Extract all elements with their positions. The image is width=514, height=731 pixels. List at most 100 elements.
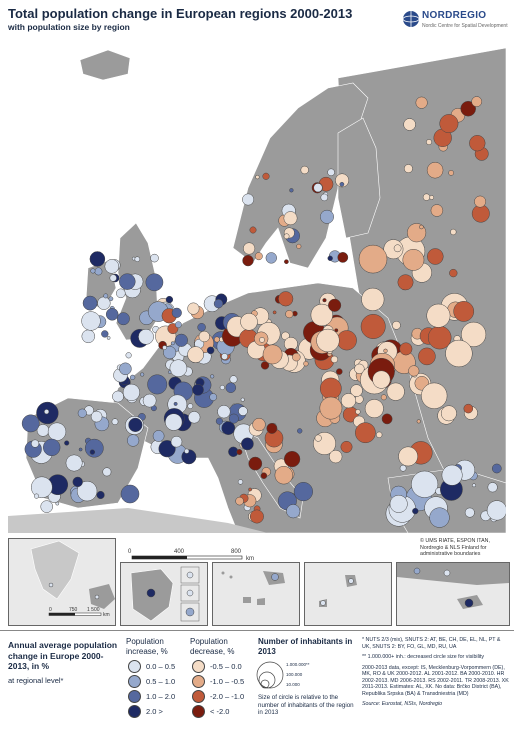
region-circle-355: [300, 165, 309, 175]
region-circle-168: [187, 346, 204, 363]
region-circle-365: [242, 254, 254, 267]
region-circle-243: [266, 422, 278, 434]
swatch-decrease-3: [192, 690, 205, 703]
legend-decrease-item-3: -2.0 – -1.0: [192, 690, 244, 703]
region-circle-131: [81, 311, 101, 331]
region-circle-297: [319, 377, 342, 400]
region-circle-81: [112, 390, 124, 403]
region-circle-101: [167, 370, 172, 374]
region-circle-69: [238, 406, 248, 416]
region-circle-385: [460, 100, 476, 117]
region-circle-364: [284, 259, 289, 265]
region-circle-377: [283, 211, 298, 226]
region-circle-418: [491, 463, 502, 474]
region-circle-114: [89, 251, 106, 267]
region-circle-399: [469, 135, 486, 152]
region-circle-347: [427, 248, 444, 265]
region-circle-328: [358, 244, 388, 274]
inset-azores-madeira: [304, 562, 392, 626]
region-circle-25: [31, 476, 53, 499]
region-circle-410: [487, 482, 498, 493]
page-title: Total population change in European regi…: [8, 6, 353, 21]
legend-decrease-item-4: < -2.0: [192, 705, 229, 718]
region-circle-201: [240, 313, 258, 331]
region-circle-112: [101, 330, 109, 338]
inset-scale-1500: 1 500: [87, 607, 100, 613]
region-circle-270: [314, 434, 322, 442]
region-circle-265: [330, 355, 339, 364]
region-circle-426: [464, 507, 475, 518]
region-circle-423: [472, 483, 476, 488]
swatch-increase-1: [128, 660, 141, 673]
region-circle-301: [354, 363, 365, 374]
region-circle-412: [412, 507, 419, 515]
legend-increase-item-2: 0.5 – 1.0: [128, 675, 175, 688]
region-circle-219: [262, 344, 283, 365]
region-circle-250: [249, 509, 264, 524]
region-circle-17: [47, 422, 67, 441]
credit-line-1: © UMS RIATE, ESPON ITAN,: [420, 538, 490, 544]
region-circle-165: [174, 333, 188, 347]
inset-canary-islands: [212, 562, 300, 626]
region-circle-342: [426, 303, 451, 328]
region-circle-296: [376, 431, 383, 438]
finland-landmass: [337, 117, 381, 239]
region-circle-252: [293, 482, 313, 502]
region-circle-292: [398, 446, 418, 467]
region-circle-121: [134, 256, 141, 262]
region-circle-393: [429, 195, 435, 200]
credit-line-2: Nordregio & NLS Finland for: [420, 544, 487, 551]
region-circle-93: [129, 374, 136, 381]
region-circle-309: [408, 365, 420, 377]
region-circle-421: [389, 494, 408, 513]
region-circle-278: [381, 413, 393, 425]
region-circle-353: [255, 174, 260, 180]
region-circle-376: [283, 233, 290, 240]
region-circle-366: [296, 243, 302, 249]
region-circle-231: [236, 449, 243, 455]
region-circle-341: [361, 287, 385, 311]
region-circle-242: [260, 472, 268, 479]
region-circle-282: [316, 328, 340, 353]
region-circle-136: [90, 268, 96, 274]
europe-map: [8, 38, 506, 533]
scale-label-400: 400: [174, 549, 185, 555]
region-circle-294: [355, 409, 361, 415]
region-circle-350: [397, 274, 414, 291]
region-circle-381: [243, 242, 256, 255]
region-circle-390: [439, 114, 459, 134]
region-circle-216: [259, 337, 265, 343]
region-circle-340: [360, 314, 386, 339]
region-circle-351: [399, 342, 413, 356]
legend-decrease-item-2: -1.0 – -0.5: [192, 675, 244, 688]
region-circle-102: [210, 374, 215, 379]
region-circle-256: [241, 437, 254, 451]
region-circle-172: [197, 323, 206, 332]
region-circle-372: [265, 252, 277, 264]
legend-size-circles: 1.000.000** 100.000 10.000: [256, 661, 310, 689]
region-circle-10: [64, 440, 70, 446]
region-circle-27: [96, 490, 105, 500]
region-circle-99: [215, 417, 223, 425]
region-circle-96: [169, 359, 188, 377]
region-circle-281: [355, 422, 376, 444]
legend-decrease-item-1: -0.5 – 0.0: [192, 660, 242, 673]
region-circle-254: [252, 417, 266, 432]
legend-title: Annual average population change in Euro…: [8, 640, 118, 671]
region-circle-373: [262, 172, 270, 180]
size-label-100k: 100.000: [286, 672, 303, 677]
region-circle-80: [188, 411, 201, 424]
region-circle-345: [463, 403, 474, 414]
region-circle-117: [97, 296, 111, 310]
region-circle-245: [283, 450, 301, 468]
region-circle-407: [399, 464, 407, 472]
region-circle-129: [119, 273, 136, 290]
region-circle-91: [184, 448, 190, 454]
region-circle-139: [163, 346, 177, 360]
region-circle-204: [292, 352, 301, 362]
region-circle-62: [209, 393, 218, 401]
region-circle-122: [116, 312, 130, 326]
north-africa-landmass: [8, 508, 268, 533]
region-circle-119: [82, 295, 98, 311]
region-circle-35: [72, 476, 83, 488]
